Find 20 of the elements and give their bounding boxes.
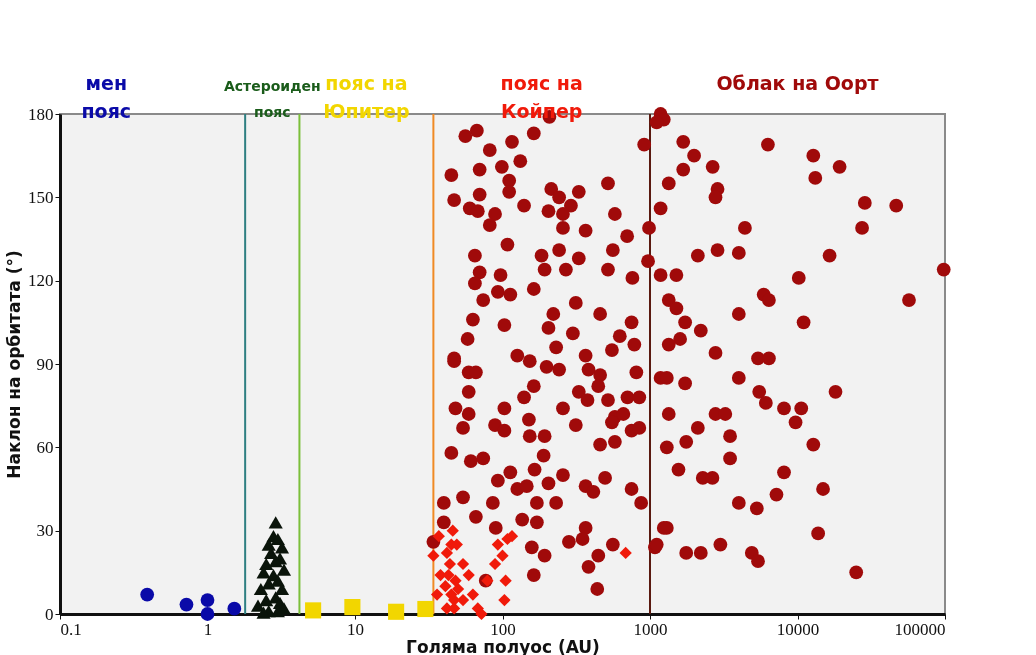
y-tick-label: 150 [28, 187, 54, 207]
annotation: пояс на Юпитер [323, 72, 410, 122]
x-tick-label: 1000 [633, 619, 668, 639]
x-tick-label: 10000 [776, 619, 820, 639]
y-axis-title: Наклон на орбитата (°) [4, 250, 24, 479]
y-tick-label: 0 [45, 604, 54, 624]
y-tick-label: 120 [28, 271, 54, 291]
annotation: мен пояс [81, 72, 132, 122]
x-tick-label: 1 [203, 619, 213, 639]
x-tick-label: 100 [490, 619, 516, 639]
annotation: пояс на Койпер [500, 72, 583, 122]
y-tick-label: 30 [36, 521, 54, 541]
x-tick-label: 0.1 [60, 619, 82, 639]
text: Облак на Оорт [716, 72, 879, 94]
y-tick-label: 60 [36, 437, 54, 457]
annotation: Астероиден пояс [223, 78, 321, 120]
y-tick-label: 90 [36, 354, 54, 374]
y-tick-label: 180 [28, 104, 54, 124]
x-tick-label: 10 [347, 619, 364, 639]
x-tick-label: 100000 [894, 619, 946, 639]
